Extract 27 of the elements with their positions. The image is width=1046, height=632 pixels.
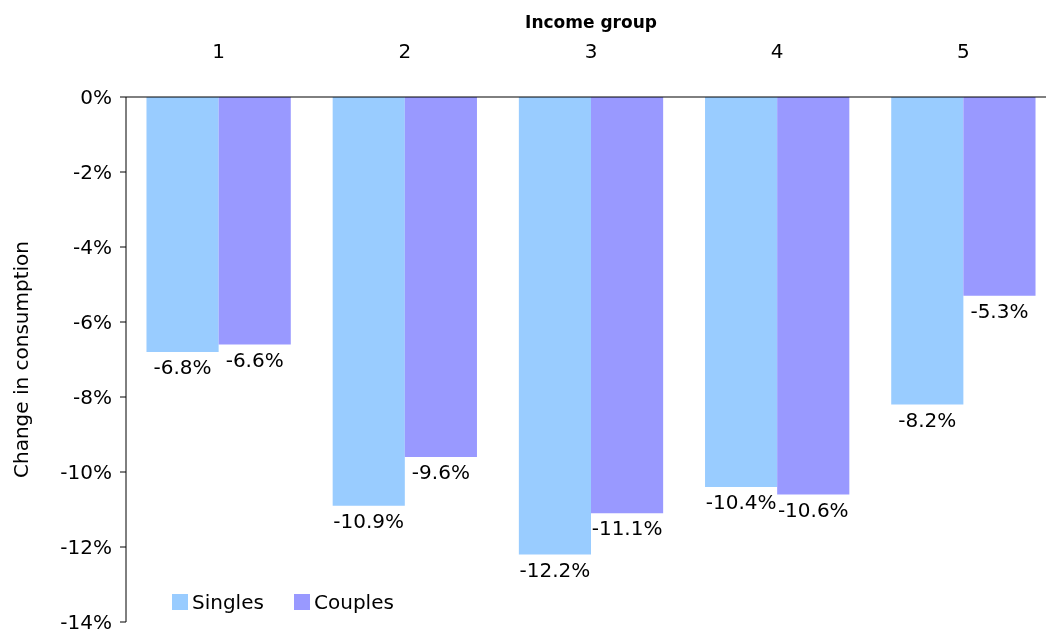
data-label: -10.9% <box>333 508 405 533</box>
y-tick-label: 0% <box>80 85 112 109</box>
y-tick-label: -10% <box>60 460 112 484</box>
legend-label: Couples <box>314 590 394 614</box>
y-tick-label: -2% <box>73 160 112 184</box>
y-tick-label: -12% <box>60 535 112 559</box>
data-label: -6.6% <box>225 347 284 372</box>
y-axis-title: Change in consumption <box>9 240 33 479</box>
y-tick-label: -8% <box>73 385 112 409</box>
x-axis-title: Income group <box>525 12 657 32</box>
x-tick-label: 4 <box>770 39 784 63</box>
data-label: -12.2% <box>519 557 591 582</box>
y-tick-label: -4% <box>73 235 112 259</box>
data-label: -10.6% <box>777 497 849 522</box>
data-label: -11.1% <box>591 516 663 541</box>
x-tick-label: 2 <box>398 39 412 63</box>
x-tick-label: 3 <box>584 39 598 63</box>
y-tick-label: -14% <box>60 610 112 632</box>
data-label: -8.2% <box>898 407 957 432</box>
x-tick-label: 1 <box>212 39 225 63</box>
data-label: -9.6% <box>411 460 470 484</box>
y-tick-label: -6% <box>73 310 112 334</box>
data-label: -5.3% <box>970 298 1029 323</box>
x-tick-label: 5 <box>957 39 970 63</box>
legend-label: Singles <box>192 590 264 614</box>
data-label: -10.4% <box>705 490 777 514</box>
data-label: -6.8% <box>153 355 212 379</box>
